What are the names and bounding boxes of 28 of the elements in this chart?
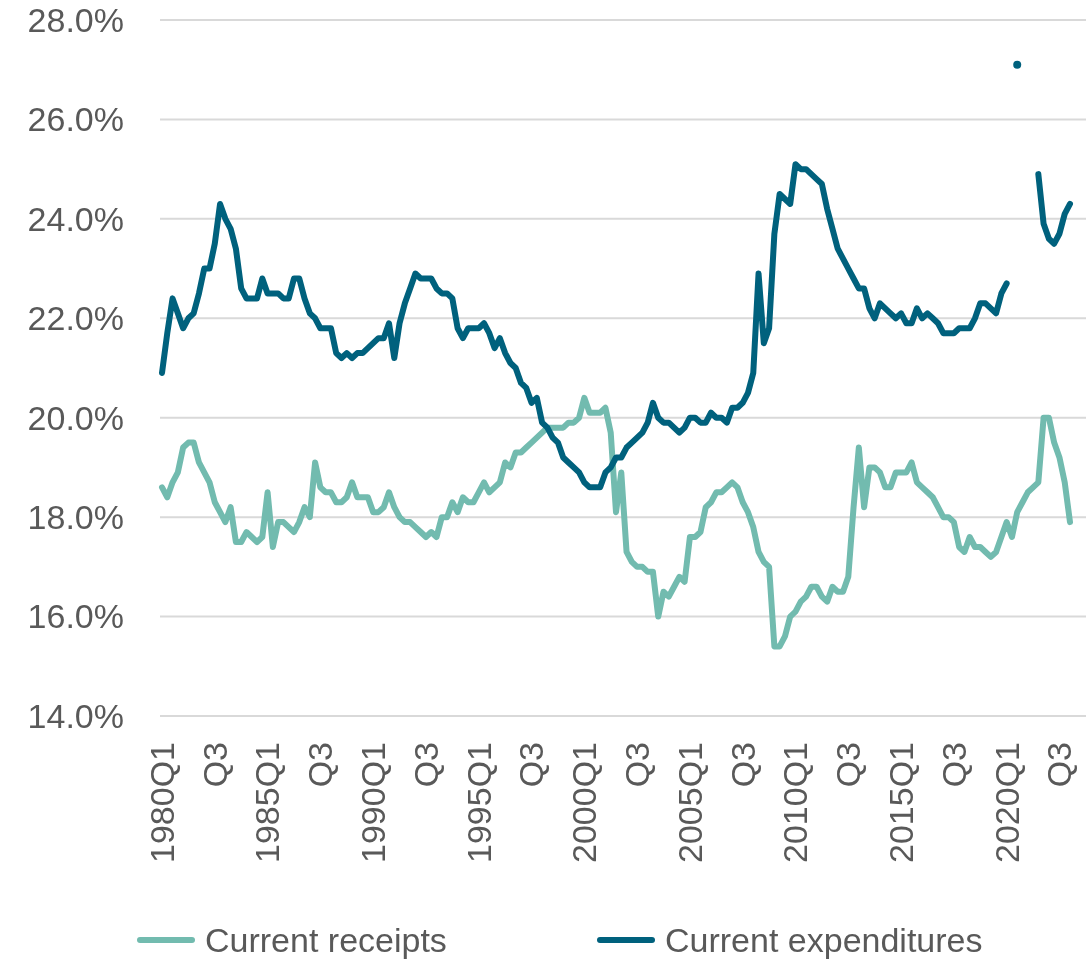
y-tick-label: 28.0% xyxy=(27,0,124,39)
x-tick-label: 2000Q1 xyxy=(565,742,604,863)
x-tick-label: Q3 xyxy=(301,742,340,788)
y-tick-label: 16.0% xyxy=(27,597,124,636)
x-tick-label: 2005Q1 xyxy=(670,742,709,863)
x-tick-label: 1990Q1 xyxy=(354,742,393,863)
x-tick-label: Q3 xyxy=(829,742,868,788)
y-tick-label: 22.0% xyxy=(27,299,124,338)
legend-label: Current expenditures xyxy=(665,920,983,959)
x-tick-label: Q3 xyxy=(195,742,234,788)
x-tick-label: Q3 xyxy=(934,742,973,788)
x-tick-label: Q3 xyxy=(1040,742,1079,788)
x-tick-label: 2020Q1 xyxy=(987,742,1026,863)
x-tick-label: Q3 xyxy=(512,742,551,788)
legend-label: Current receipts xyxy=(205,920,447,959)
x-tick-label: 1985Q1 xyxy=(248,742,287,863)
y-tick-label: 26.0% xyxy=(27,100,124,139)
x-tick-label: 2010Q1 xyxy=(776,742,815,863)
y-tick-label: 18.0% xyxy=(27,498,124,537)
x-tick-label: Q3 xyxy=(406,742,445,788)
x-tick-label: Q3 xyxy=(723,742,762,788)
y-tick-label: 14.0% xyxy=(27,696,124,735)
x-tick-label: 1995Q1 xyxy=(459,742,498,863)
x-tick-label: 1980Q1 xyxy=(142,742,181,863)
y-tick-label: 20.0% xyxy=(27,398,124,437)
x-tick-label: 2015Q1 xyxy=(881,742,920,863)
x-tick-label: Q3 xyxy=(618,742,657,788)
y-tick-label: 24.0% xyxy=(27,199,124,238)
